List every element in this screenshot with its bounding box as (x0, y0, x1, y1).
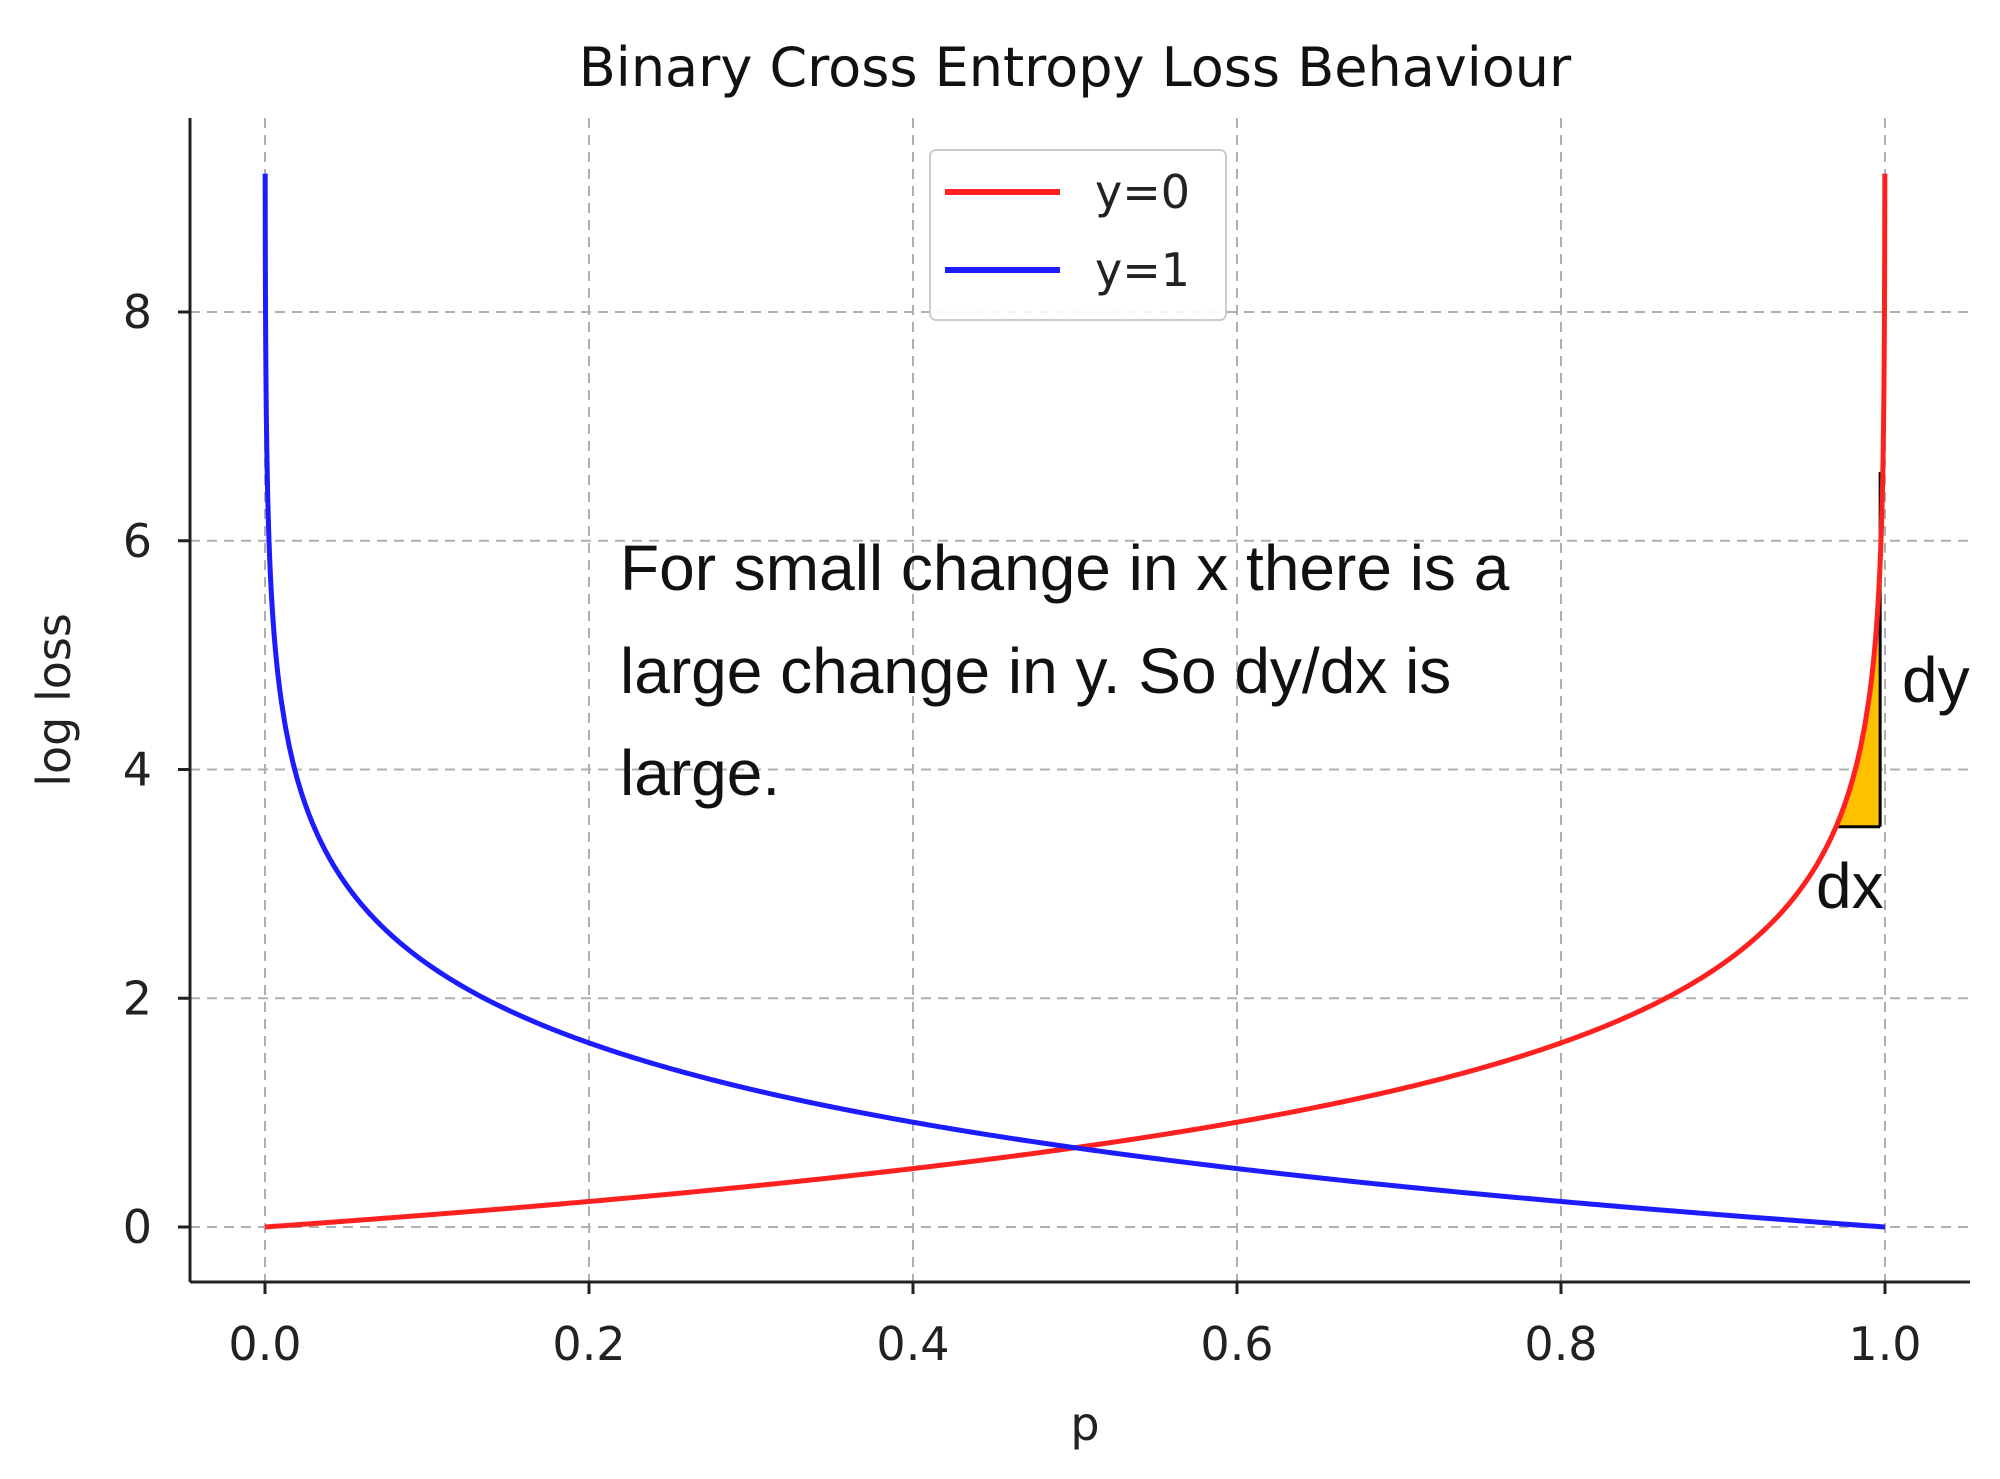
x-tick-label: 0.4 (876, 1317, 949, 1371)
annotation-line-1: For small change in x there is a (620, 532, 1510, 604)
y-tick-label: 0 (123, 1200, 152, 1254)
series-line-y1 (262, 173, 1886, 1230)
x-tick-label: 0.6 (1200, 1317, 1273, 1371)
x-tick-label: 0.2 (552, 1317, 625, 1371)
y-tick-label: 4 (123, 743, 152, 797)
annotation-note: For small change in x there is a large c… (620, 532, 1510, 809)
tick-labels: 0.0 0.2 0.4 0.6 0.8 1.0 0 2 4 6 8 (123, 285, 1922, 1371)
dy-label: dy (1902, 644, 1970, 716)
annotation-line-3: large. (620, 737, 780, 809)
legend-label-y1: y=1 (1095, 243, 1190, 297)
legend-label-y0: y=0 (1095, 165, 1190, 219)
annotation-line-2: large change in y. So dy/dx is (620, 635, 1451, 707)
x-axis-label: p (1070, 1397, 1099, 1451)
chart-title: Binary Cross Entropy Loss Behaviour (579, 36, 1572, 99)
x-tick-label: 0.0 (228, 1317, 301, 1371)
y-tick-label: 2 (123, 971, 152, 1025)
x-tick-label: 0.8 (1524, 1317, 1597, 1371)
dy-dx-triangle (1836, 472, 1883, 827)
y-axis-label: log loss (27, 613, 81, 787)
x-tick-label: 1.0 (1848, 1317, 1921, 1371)
series-lines (262, 173, 1888, 1230)
dx-label: dx (1816, 850, 1884, 922)
legend: y=0 y=1 (929, 149, 1227, 321)
series-line-y0 (264, 173, 1888, 1230)
y-tick-label: 8 (123, 285, 152, 339)
y-tick-label: 6 (123, 514, 152, 568)
